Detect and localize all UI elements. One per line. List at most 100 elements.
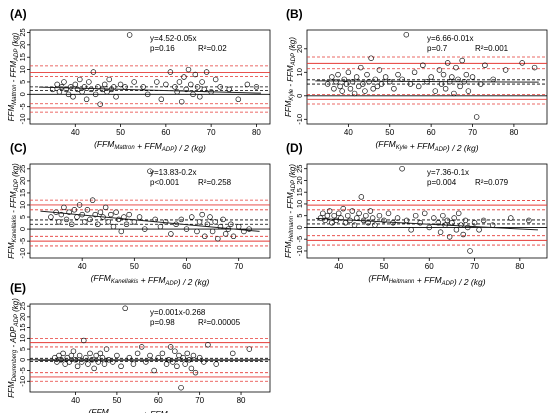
data-point	[140, 84, 146, 90]
regression-line	[39, 86, 261, 94]
y-tick-label: -10	[18, 376, 27, 387]
panel-a: (A) 40 50 60 70 80 -10 -5 0 5 10 15 20 25 y=4.52-0.05x…	[7, 7, 271, 153]
data-point	[457, 83, 463, 90]
data-point	[403, 31, 410, 38]
x-tick-label: 80	[237, 396, 246, 405]
data-point	[163, 361, 170, 367]
data-point	[95, 359, 102, 365]
data-point	[136, 214, 143, 220]
data-point	[167, 69, 174, 75]
data-point	[100, 214, 106, 220]
data-point	[338, 215, 344, 221]
x-tick-label: 40	[78, 262, 87, 271]
panel-label: (E)	[10, 281, 26, 295]
data-point	[324, 81, 331, 87]
data-point	[188, 81, 194, 88]
data-point	[154, 79, 160, 85]
x-axis-label: (FFMHeitmann + FFMADP) / 2 (kg)	[368, 273, 485, 287]
y-tick-label: 5	[295, 214, 304, 218]
data-point	[76, 202, 83, 208]
data-point	[72, 81, 79, 88]
y-axis-label: FFMHeitmann - FFMADP (kg)	[284, 164, 297, 258]
data-point	[351, 90, 358, 97]
data-point	[382, 74, 389, 80]
plot-area	[307, 165, 547, 254]
data-point	[469, 74, 476, 80]
y-tick-label: 20	[18, 313, 27, 321]
data-point	[157, 223, 164, 230]
r-squared: R²=0.079	[475, 178, 509, 187]
data-point	[178, 98, 185, 105]
data-point	[158, 96, 165, 103]
regression-line	[315, 80, 539, 83]
data-point	[178, 384, 184, 391]
y-tick-label: -5	[295, 236, 304, 243]
data-point	[74, 214, 80, 220]
regression-equation: y=6.66-0.01x	[427, 34, 473, 43]
x-tick-label: 40	[344, 128, 353, 137]
data-point	[345, 69, 352, 76]
y-tick-label: 15	[18, 323, 27, 331]
data-point	[222, 231, 229, 237]
data-point	[329, 220, 335, 226]
data-point	[322, 217, 328, 224]
panel-d: (D) 40 50 60 70 80 -10 -5 0 5 10 15 20 25 y=7.36-0.1xp…	[284, 141, 548, 287]
data-point	[142, 226, 148, 232]
x-tick-label: 60	[182, 262, 191, 271]
r-squared: R²=0.258	[198, 178, 232, 187]
x-axis-label: (FFMKanellakis + FFMADP) / 2 (kg)	[91, 273, 210, 287]
data-point	[99, 354, 106, 361]
data-point	[196, 219, 203, 225]
data-point	[246, 346, 253, 352]
data-point	[192, 369, 199, 376]
data-point	[97, 350, 104, 357]
data-point	[60, 350, 66, 357]
data-point	[65, 91, 72, 98]
y-tick-label: 10	[18, 65, 27, 73]
data-point	[213, 361, 219, 367]
data-point	[126, 211, 132, 218]
data-point	[508, 215, 514, 221]
data-point	[86, 79, 92, 85]
data-point	[174, 89, 180, 95]
data-point	[58, 84, 65, 90]
panel-label: (C)	[10, 141, 27, 155]
data-point	[438, 81, 445, 87]
data-point	[172, 348, 178, 354]
data-point	[381, 217, 387, 224]
data-point	[95, 221, 101, 228]
data-point	[134, 350, 141, 357]
data-point	[89, 197, 96, 203]
data-point	[49, 86, 56, 93]
data-point	[87, 216, 93, 223]
data-point	[99, 86, 106, 93]
data-point	[105, 357, 112, 363]
data-point	[182, 361, 188, 367]
data-point	[385, 210, 392, 217]
data-point	[399, 165, 405, 172]
data-point	[117, 81, 124, 88]
y-tick-label: 5	[18, 215, 27, 219]
data-point	[170, 359, 176, 365]
regression-line	[316, 217, 538, 231]
data-point	[358, 194, 365, 200]
data-point	[354, 215, 360, 221]
data-point	[480, 217, 487, 224]
data-point	[131, 219, 138, 225]
data-point	[106, 76, 112, 83]
y-tick-label: 20	[18, 41, 27, 49]
data-point	[104, 89, 110, 95]
data-point	[339, 88, 345, 94]
data-point	[370, 85, 376, 92]
y-tick-label: 0	[295, 94, 304, 98]
data-point	[407, 81, 414, 87]
data-point	[174, 363, 180, 369]
data-point	[202, 233, 208, 240]
data-point	[71, 207, 78, 213]
regression-equation: y=13.83-0.2x	[150, 168, 196, 177]
data-point	[55, 219, 62, 225]
data-point	[451, 215, 457, 221]
y-tick-label: -5	[18, 367, 27, 374]
data-point	[390, 220, 396, 226]
